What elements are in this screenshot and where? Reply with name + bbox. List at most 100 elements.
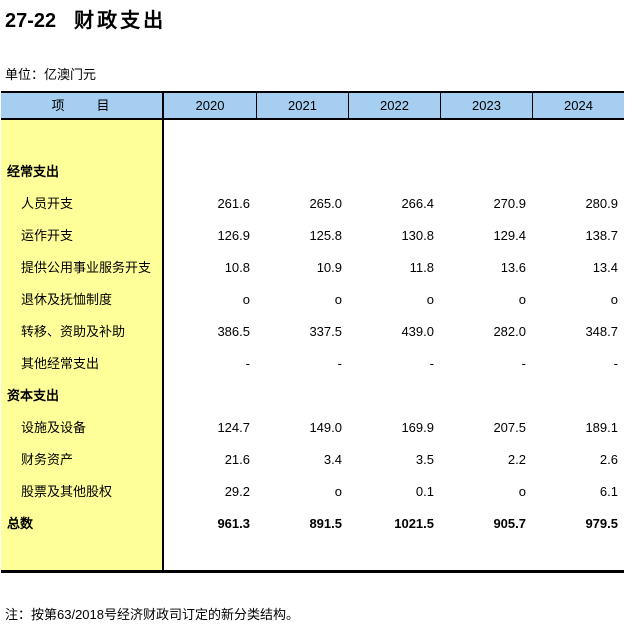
cell-value: 149.0 — [309, 420, 342, 435]
cell-value: 282.0 — [493, 324, 526, 339]
unit-label: 单位：亿澳门元 — [5, 67, 97, 82]
table-row: 股票及其他股权 29.2 o 0.1 o 6.1 — [1, 476, 624, 508]
table-row: 人员开支 261.6 265.0 266.4 270.9 280.9 — [1, 188, 624, 220]
cell-value: 130.8 — [401, 228, 434, 243]
cell-value: 337.5 — [309, 324, 342, 339]
cell-value: o — [334, 292, 342, 307]
cell-value — [440, 156, 532, 188]
cell-value: 169.9 — [401, 420, 434, 435]
cell-value: - — [613, 356, 618, 371]
cell-value: 13.4 — [592, 260, 618, 275]
cell-value: 207.5 — [493, 420, 526, 435]
row-label: 人员开支 — [1, 188, 164, 220]
item-column-header: 项 目 — [1, 93, 164, 118]
table-row: 运作开支 126.9 125.8 130.8 129.4 138.7 — [1, 220, 624, 252]
cell-value: 891.5 — [309, 516, 342, 531]
page-title: 27-22 财政支出 — [5, 4, 166, 33]
cell-value: 124.7 — [217, 420, 250, 435]
table-header-row: 项 目 2020 2021 2022 2023 2024 — [1, 93, 624, 120]
table-row: 退休及抚恤制度 o o o o o — [1, 284, 624, 316]
cell-value: 13.6 — [500, 260, 526, 275]
row-label: 提供公用事业服务开支 — [1, 252, 164, 284]
row-label: 退休及抚恤制度 — [1, 284, 164, 316]
table-title: 财政支出 — [74, 10, 167, 32]
cell-value: 261.6 — [217, 196, 250, 211]
row-label: 其他经常支出 — [1, 348, 164, 380]
row-label: 转移、资助及补助 — [1, 316, 164, 348]
table-row: 资本支出 — [1, 380, 624, 412]
cell-value: 21.6 — [224, 452, 250, 467]
cell-value: 129.4 — [493, 228, 526, 243]
cell-value: 0.1 — [415, 484, 434, 499]
row-label: 股票及其他股权 — [1, 476, 164, 508]
year-column-header: 2020 — [195, 98, 225, 113]
cell-value: 280.9 — [585, 196, 618, 211]
table-body: 经常支出 人员开支 261.6 265.0 266.4 270.9 280.9 运作开支 126… — [1, 120, 624, 570]
cell-value: o — [518, 292, 526, 307]
table-row: 总数 961.3 891.5 1021.5 905.7 979.5 — [1, 508, 624, 540]
cell-value: 386.5 — [217, 324, 250, 339]
cell-value: - — [245, 356, 250, 371]
cell-value: 3.5 — [415, 452, 434, 467]
table-row: 经常支出 — [1, 156, 624, 188]
row-label: 资本支出 — [1, 380, 164, 412]
spacer-row — [1, 120, 624, 156]
row-label: 设施及设备 — [1, 412, 164, 444]
cell-value: 270.9 — [493, 196, 526, 211]
year-column-header: 2023 — [440, 93, 532, 118]
item-column-spacer — [1, 120, 164, 156]
cell-value — [256, 156, 348, 188]
table-number: 27-22 — [5, 10, 57, 32]
cell-value: 125.8 — [309, 228, 342, 243]
cell-value: 265.0 — [309, 196, 342, 211]
cell-value — [532, 156, 624, 188]
cell-value: 2.2 — [507, 452, 526, 467]
cell-value: 2.6 — [599, 452, 618, 467]
cell-value — [256, 380, 348, 412]
table-row: 财务资产 21.6 3.4 3.5 2.2 2.6 — [1, 444, 624, 476]
statistics-table: 项 目 2020 2021 2022 2023 2024 经常支出 人员开支 261.6 26… — [1, 91, 624, 573]
table-row: 其他经常支出 - - - - - — [1, 348, 624, 380]
cell-value: 348.7 — [585, 324, 618, 339]
year-column-header: 2024 — [532, 93, 624, 118]
cell-value: - — [521, 356, 526, 371]
filler-row — [1, 540, 624, 570]
table-row: 提供公用事业服务开支 10.8 10.9 11.8 13.6 13.4 — [1, 252, 624, 284]
cell-value: 3.4 — [323, 452, 342, 467]
cell-value: o — [242, 292, 250, 307]
cell-value: o — [610, 292, 618, 307]
year-column-header: 2021 — [256, 93, 348, 118]
cell-value: 266.4 — [401, 196, 434, 211]
cell-value: 905.7 — [493, 516, 526, 531]
cell-value: 126.9 — [217, 228, 250, 243]
cell-value — [164, 380, 256, 412]
year-column-header: 2022 — [348, 93, 440, 118]
cell-value: o — [426, 292, 434, 307]
cell-value: - — [337, 356, 342, 371]
row-label: 经常支出 — [1, 156, 164, 188]
cell-value: 138.7 — [585, 228, 618, 243]
cell-value: 1021.5 — [394, 516, 434, 531]
cell-value: o — [334, 484, 342, 499]
cell-value — [164, 156, 256, 188]
row-label: 总数 — [1, 508, 164, 540]
row-label: 财务资产 — [1, 444, 164, 476]
cell-value — [348, 380, 440, 412]
cell-value: o — [518, 484, 526, 499]
cell-value: 6.1 — [599, 484, 618, 499]
cell-value: 189.1 — [585, 420, 618, 435]
cell-value — [532, 380, 624, 412]
cell-value — [348, 156, 440, 188]
cell-value: 961.3 — [217, 516, 250, 531]
cell-value — [440, 380, 532, 412]
footnote: 注：按第63/2018号经济财政司订定的新分类结构。 — [5, 607, 299, 622]
item-column-filler — [1, 540, 164, 570]
cell-value: 10.9 — [316, 260, 342, 275]
cell-value: - — [429, 356, 434, 371]
cell-value: 439.0 — [401, 324, 434, 339]
cell-value: 29.2 — [224, 484, 250, 499]
table-row: 转移、资助及补助 386.5 337.5 439.0 282.0 348.7 — [1, 316, 624, 348]
row-label: 运作开支 — [1, 220, 164, 252]
cell-value: 11.8 — [409, 260, 434, 275]
